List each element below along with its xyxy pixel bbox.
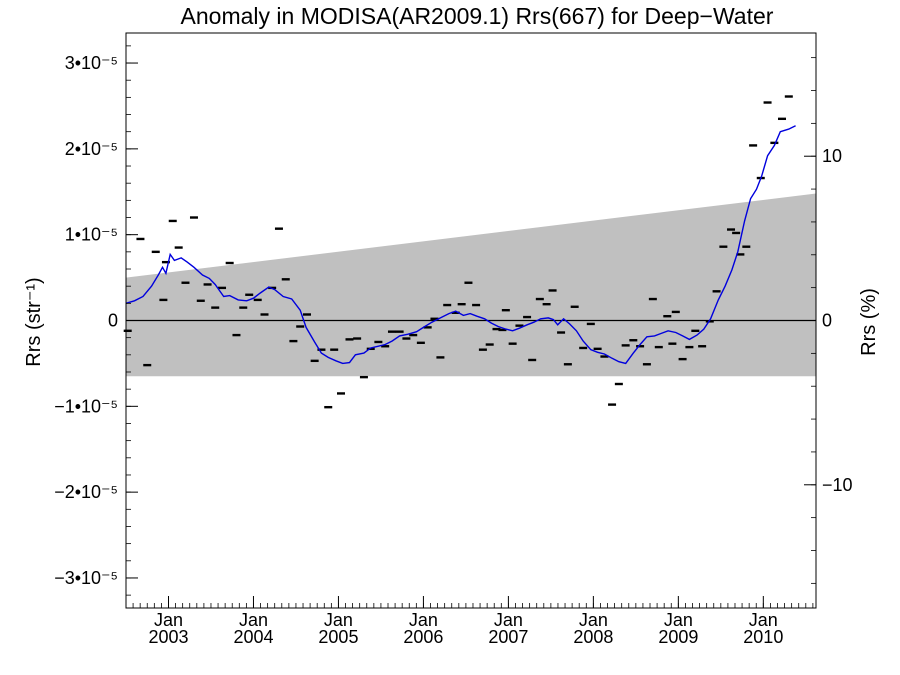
x-tick-label-month: Jan [579,610,608,630]
x-tick-label-year: 2008 [573,627,613,647]
y-axis-label-left: Rrs (str⁻¹) [23,277,45,366]
y-tick-label-left: −2•10⁻⁵ [54,482,118,502]
x-tick-label-year: 2004 [233,627,273,647]
y-tick-label-left: −3•10⁻⁵ [54,568,118,588]
x-tick-label-month: Jan [154,610,183,630]
x-tick-label-year: 2007 [488,627,528,647]
x-tick-label-month: Jan [324,610,353,630]
y-tick-label-right: 0 [822,311,832,331]
x-tick-label-month: Jan [749,610,778,630]
y-tick-label-right: 10 [822,146,842,166]
x-tick-label-year: 2009 [658,627,698,647]
y-tick-label-left: 1•10⁻⁵ [65,225,118,245]
x-tick-label-year: 2010 [743,627,783,647]
y-tick-label-left: −1•10⁻⁵ [54,396,118,416]
x-tick-label-month: Jan [239,610,268,630]
x-tick-label-year: 2006 [403,627,443,647]
chart-title: Anomaly in MODISA(AR2009.1) Rrs(667) for… [181,3,774,29]
y-tick-label-left: 2•10⁻⁵ [65,139,118,159]
y-tick-label-left: 0 [108,311,118,331]
x-tick-label-month: Jan [494,610,523,630]
y-tick-label-left: 3•10⁻⁵ [65,53,118,73]
series-layer [123,95,796,409]
y-tick-label-right: −10 [822,475,853,495]
uncertainty-band-layer [126,193,816,377]
uncertainty-band [126,193,816,377]
running-mean-line [125,125,796,365]
x-tick-label-year: 2005 [318,627,358,647]
axes-layer: 3•10⁻⁵ 2•10⁻⁵ 1•10⁻⁵ 0 −1•10⁻⁵ −2•10⁻⁵ −3•10⁻⁵… [54,32,853,647]
y-axis-label-right: Rrs (%) [858,288,880,356]
x-tick-label-month: Jan [409,610,438,630]
x-tick-label-year: 2003 [148,627,188,647]
x-tick-label-month: Jan [664,610,693,630]
